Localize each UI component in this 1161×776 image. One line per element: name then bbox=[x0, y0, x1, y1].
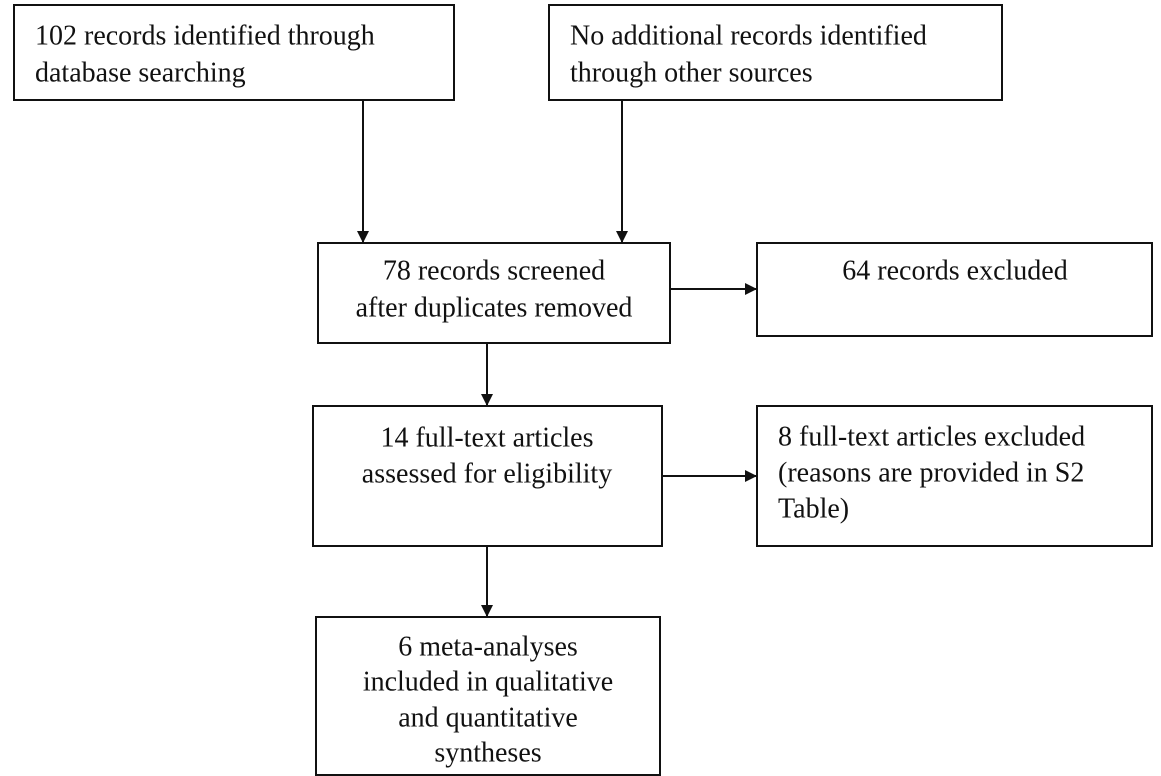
node-text: 6 meta-analyses bbox=[398, 631, 578, 662]
labels: 102 records identified through database … bbox=[35, 20, 1085, 768]
box bbox=[756, 242, 1153, 337]
node-text: after duplicates removed bbox=[356, 292, 633, 323]
node-text: 102 records identified through bbox=[35, 20, 375, 51]
node-text: No additional records identified bbox=[570, 20, 927, 51]
node-text: included in qualitative bbox=[363, 666, 613, 697]
node-text: assessed for eligibility bbox=[362, 458, 612, 489]
box bbox=[756, 405, 1153, 547]
node-text: and quantitative bbox=[398, 702, 578, 733]
node-text: through other sources bbox=[570, 57, 813, 88]
node-text: database searching bbox=[35, 57, 246, 88]
node-text: 78 records screened bbox=[383, 255, 605, 286]
node-text: syntheses bbox=[434, 737, 541, 768]
node-text: 8 full-text articles excluded bbox=[778, 421, 1085, 452]
node-text: Table) bbox=[778, 493, 849, 524]
box bbox=[13, 4, 455, 101]
arrows bbox=[357, 100, 757, 617]
box bbox=[548, 4, 1003, 101]
node-text: 14 full-text articles bbox=[380, 422, 593, 453]
node-text: 64 records excluded bbox=[842, 255, 1067, 286]
box bbox=[317, 242, 671, 344]
boxes bbox=[13, 4, 1153, 776]
box bbox=[315, 616, 661, 776]
node-text: (reasons are provided in S2 bbox=[778, 457, 1084, 488]
box bbox=[312, 405, 663, 547]
